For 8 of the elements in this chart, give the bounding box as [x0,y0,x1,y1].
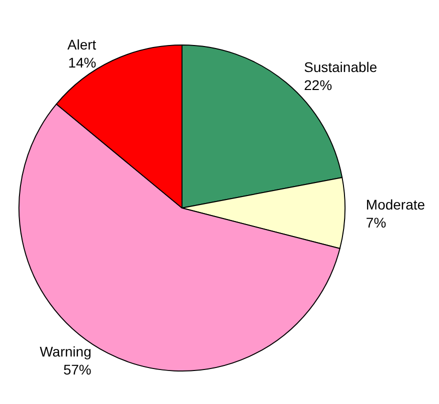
slice-label: Sustainable [304,59,378,76]
data-label: 57% [63,361,92,378]
data-label: 22% [304,77,332,94]
slice-label: Warning [40,343,92,360]
slice-label: Moderate [366,196,426,212]
data-label: 7% [366,214,386,230]
data-label: 14% [68,54,96,70]
slice-label: Alert [67,36,96,52]
